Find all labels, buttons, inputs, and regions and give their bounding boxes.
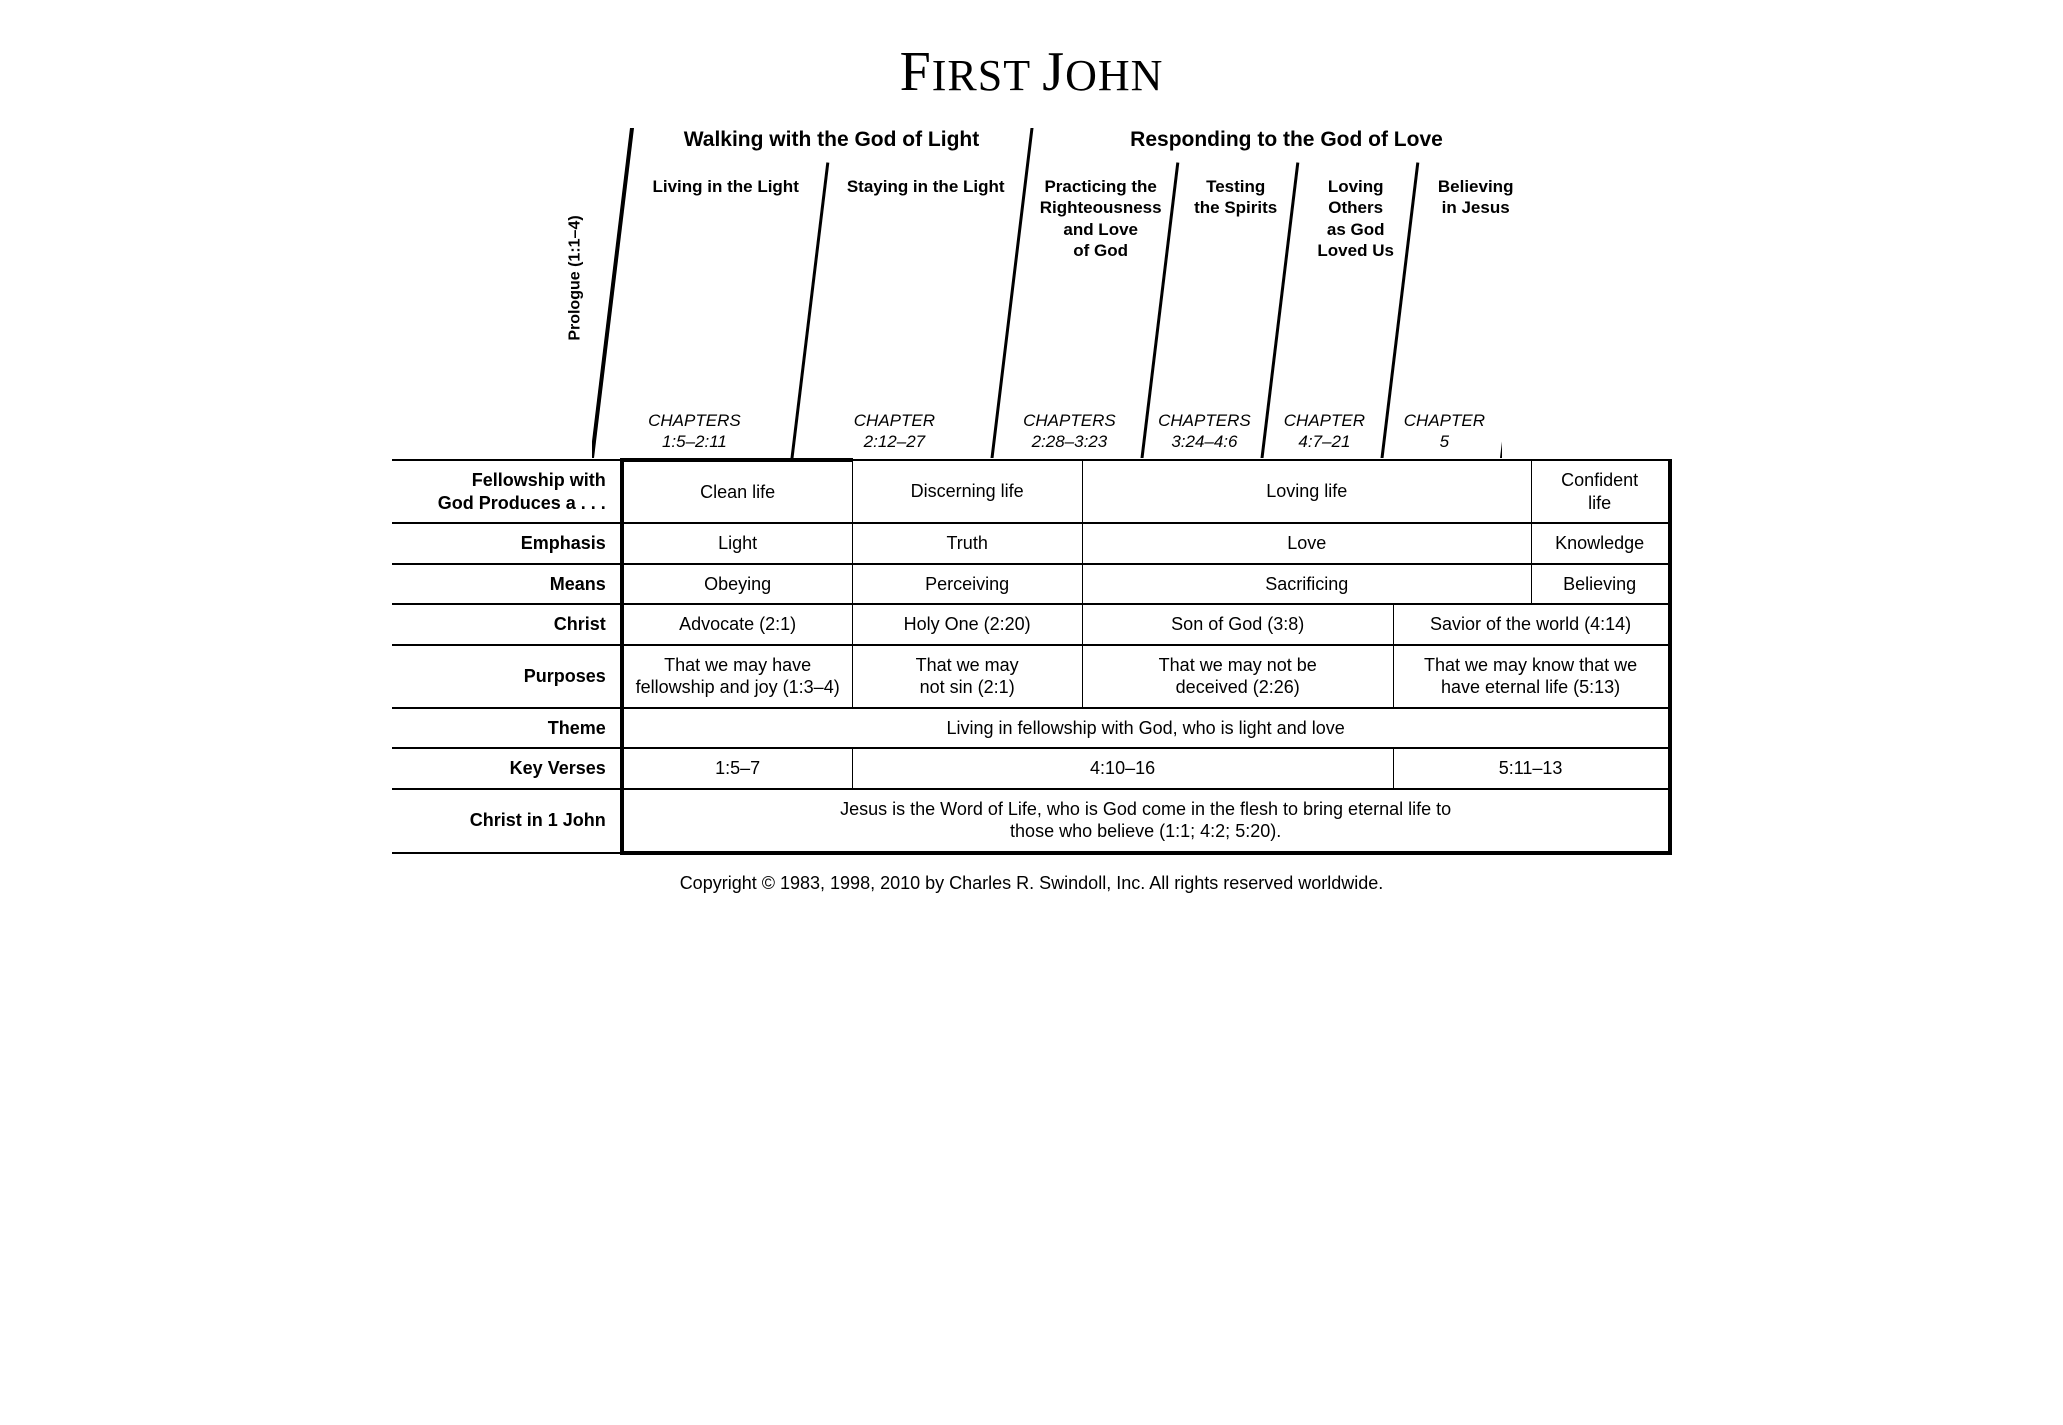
table-row: Fellowship withGod Produces a . . .Clean…: [392, 460, 1670, 523]
prologue-label: Prologue (1:1–4): [560, 168, 592, 388]
sub-header: Living in the Light: [626, 176, 826, 197]
chapter-label: CHAPTERS2:28–3:23: [994, 410, 1144, 453]
chapter-label: CHAPTER5: [1384, 410, 1504, 453]
table-row: Key Verses1:5–74:10–165:11–13: [392, 748, 1670, 789]
row-label: Means: [392, 564, 622, 605]
table-cell: Knowledge: [1531, 523, 1669, 564]
row-label: Christ: [392, 604, 622, 645]
chapter-label: CHAPTER2:12–27: [794, 410, 994, 453]
table-cell: Light: [622, 523, 852, 564]
table-cell: Loving life: [1082, 460, 1531, 523]
title-cap-J: J: [1042, 41, 1065, 103]
sub-header: Believingin Jesus: [1416, 176, 1536, 219]
table-row: Christ in 1 JohnJesus is the Word of Lif…: [392, 789, 1670, 853]
title-rest-ohn: OHN: [1065, 51, 1163, 100]
chart-root: FIRST JOHN Prologue (1:1–4) Walking with…: [392, 40, 1672, 894]
table-cell: That we may not bedeceived (2:26): [1082, 645, 1393, 708]
table-cell: Believing: [1531, 564, 1669, 605]
table-row: EmphasisLightTruthLoveKnowledge: [392, 523, 1670, 564]
row-label: Key Verses: [392, 748, 622, 789]
table-cell: That we maynot sin (2:1): [852, 645, 1082, 708]
chapter-label: CHAPTERS1:5–2:11: [594, 410, 794, 453]
title-rest-irst: IRST: [932, 51, 1043, 100]
book-title: FIRST JOHN: [392, 40, 1672, 104]
chapter-label: CHAPTERS3:24–4:6: [1144, 410, 1264, 453]
header-area: Prologue (1:1–4) Walking with the God of…: [592, 128, 1502, 458]
table-cell: That we may havefellowship and joy (1:3–…: [622, 645, 852, 708]
copyright-line: Copyright © 1983, 1998, 2010 by Charles …: [392, 873, 1672, 894]
table-cell: 5:11–13: [1393, 748, 1669, 789]
table-cell: Discerning life: [852, 460, 1082, 523]
chart-wrap: Prologue (1:1–4) Walking with the God of…: [392, 128, 1672, 855]
row-label: Theme: [392, 708, 622, 749]
table-row: ThemeLiving in fellowship with God, who …: [392, 708, 1670, 749]
major-header: Responding to the God of Love: [1032, 128, 1542, 152]
prologue-text: Prologue (1:1–4): [567, 215, 585, 340]
table-cell: Clean life: [622, 460, 852, 523]
table-cell: Confidentlife: [1531, 460, 1669, 523]
main-table: Fellowship withGod Produces a . . .Clean…: [392, 458, 1672, 855]
table-cell: That we may know that wehave eternal lif…: [1393, 645, 1669, 708]
table-cell: Perceiving: [852, 564, 1082, 605]
sub-header: Testingthe Spirits: [1176, 176, 1296, 219]
table-row: ChristAdvocate (2:1)Holy One (2:20)Son o…: [392, 604, 1670, 645]
table-cell: Advocate (2:1): [622, 604, 852, 645]
row-label: Christ in 1 John: [392, 789, 622, 853]
chapter-label: CHAPTER4:7–21: [1264, 410, 1384, 453]
table-cell: Love: [1082, 523, 1531, 564]
table-cell: Holy One (2:20): [852, 604, 1082, 645]
row-label: Fellowship withGod Produces a . . .: [392, 460, 622, 523]
table-cell: Son of God (3:8): [1082, 604, 1393, 645]
table-row: MeansObeyingPerceivingSacrificingBelievi…: [392, 564, 1670, 605]
table-cell: 1:5–7: [622, 748, 852, 789]
table-cell: Sacrificing: [1082, 564, 1531, 605]
table-cell: 4:10–16: [852, 748, 1393, 789]
sub-header: Practicing theRighteousnessand Loveof Go…: [1026, 176, 1176, 261]
row-label: Purposes: [392, 645, 622, 708]
table-cell: Savior of the world (4:14): [1393, 604, 1669, 645]
row-label: Emphasis: [392, 523, 622, 564]
table-row: PurposesThat we may havefellowship and j…: [392, 645, 1670, 708]
sub-header: LovingOthersas GodLoved Us: [1296, 176, 1416, 261]
major-header: Walking with the God of Light: [632, 128, 1032, 152]
sub-header: Staying in the Light: [826, 176, 1026, 197]
table-cell: Jesus is the Word of Life, who is God co…: [622, 789, 1670, 853]
table-cell: Living in fellowship with God, who is li…: [622, 708, 1670, 749]
table-cell: Truth: [852, 523, 1082, 564]
title-cap-F: F: [900, 41, 932, 103]
table-cell: Obeying: [622, 564, 852, 605]
